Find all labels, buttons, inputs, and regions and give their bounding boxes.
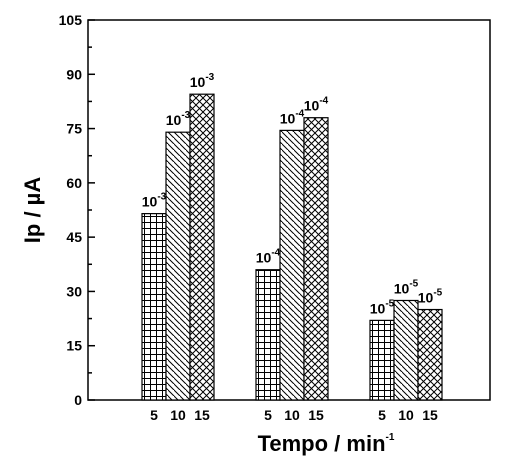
x-axis: 5 10 15 5 10 15 5 10 15	[150, 407, 438, 423]
bar-data-label-base: 10	[418, 290, 434, 306]
bar-data-label: 10-3	[142, 192, 167, 210]
x-axis-title: Tempo / min-1	[258, 431, 395, 456]
y-tick-label: 105	[59, 12, 83, 28]
bar-data-label-base: 10	[304, 98, 320, 114]
y-tick-label: 45	[66, 229, 82, 245]
y-tick-label: 60	[66, 175, 82, 191]
bar-data-label-exp: -4	[319, 96, 328, 107]
bar-data-label-base: 10	[166, 112, 182, 128]
x-tick-label: 5	[378, 407, 386, 423]
bar-data-label-exp: -4	[295, 108, 304, 119]
bar-data-label: 10-3	[190, 72, 215, 90]
bar-data-label-exp: -5	[409, 278, 418, 289]
y-tick-label: 75	[66, 121, 82, 137]
bar-data-label-base: 10	[280, 110, 296, 126]
bar-data-label-exp: -3	[205, 72, 214, 83]
bar-labels: 10-310-310-310-410-410-410-510-510-5	[142, 72, 443, 316]
bar	[303, 117, 329, 401]
y-axis: 0 15 30 45 60 75 90 105	[59, 12, 95, 408]
bar	[165, 131, 191, 401]
bar-data-label-base: 10	[394, 280, 410, 296]
bar	[393, 299, 419, 401]
y-tick-label: 15	[66, 338, 82, 354]
bar-data-label: 10-4	[304, 96, 329, 114]
bar	[369, 319, 395, 401]
x-tick-label: 5	[150, 407, 158, 423]
bar-data-label: 10-5	[394, 278, 419, 296]
x-axis-title-sup: -1	[386, 432, 395, 443]
bar-data-label-base: 10	[256, 250, 272, 266]
bars	[141, 93, 443, 401]
x-tick-label: 15	[422, 407, 438, 423]
bar-data-label-exp: -5	[385, 298, 394, 309]
bar	[417, 308, 443, 401]
bar-data-label: 10-3	[166, 110, 191, 128]
x-tick-label: 10	[170, 407, 186, 423]
bar-data-label: 10-4	[280, 108, 305, 126]
bar-data-label-exp: -5	[433, 288, 442, 299]
y-tick-label: 0	[74, 392, 82, 408]
x-tick-label: 5	[264, 407, 272, 423]
bar-data-label-exp: -3	[181, 110, 190, 121]
x-tick-label: 15	[308, 407, 324, 423]
y-tick-label: 30	[66, 283, 82, 299]
y-tick-label: 90	[66, 66, 82, 82]
x-tick-label: 15	[194, 407, 210, 423]
bar-data-label-exp: -4	[271, 248, 280, 259]
bar-data-label: 10-5	[370, 298, 395, 316]
bar-data-label-base: 10	[370, 300, 386, 316]
y-axis-title: Ip / µA	[20, 177, 45, 244]
bar-data-label-exp: -3	[157, 192, 166, 203]
bar	[141, 213, 167, 401]
bar-data-label: 10-4	[256, 248, 281, 266]
bar-data-label: 10-5	[418, 288, 443, 306]
x-axis-title-main: Tempo / min	[258, 431, 386, 456]
bar	[189, 93, 215, 401]
bar	[255, 269, 281, 401]
x-tick-label: 10	[284, 407, 300, 423]
bar-data-label-base: 10	[190, 74, 206, 90]
x-tick-label: 10	[398, 407, 414, 423]
bar	[279, 129, 305, 401]
bar-data-label-base: 10	[142, 194, 158, 210]
